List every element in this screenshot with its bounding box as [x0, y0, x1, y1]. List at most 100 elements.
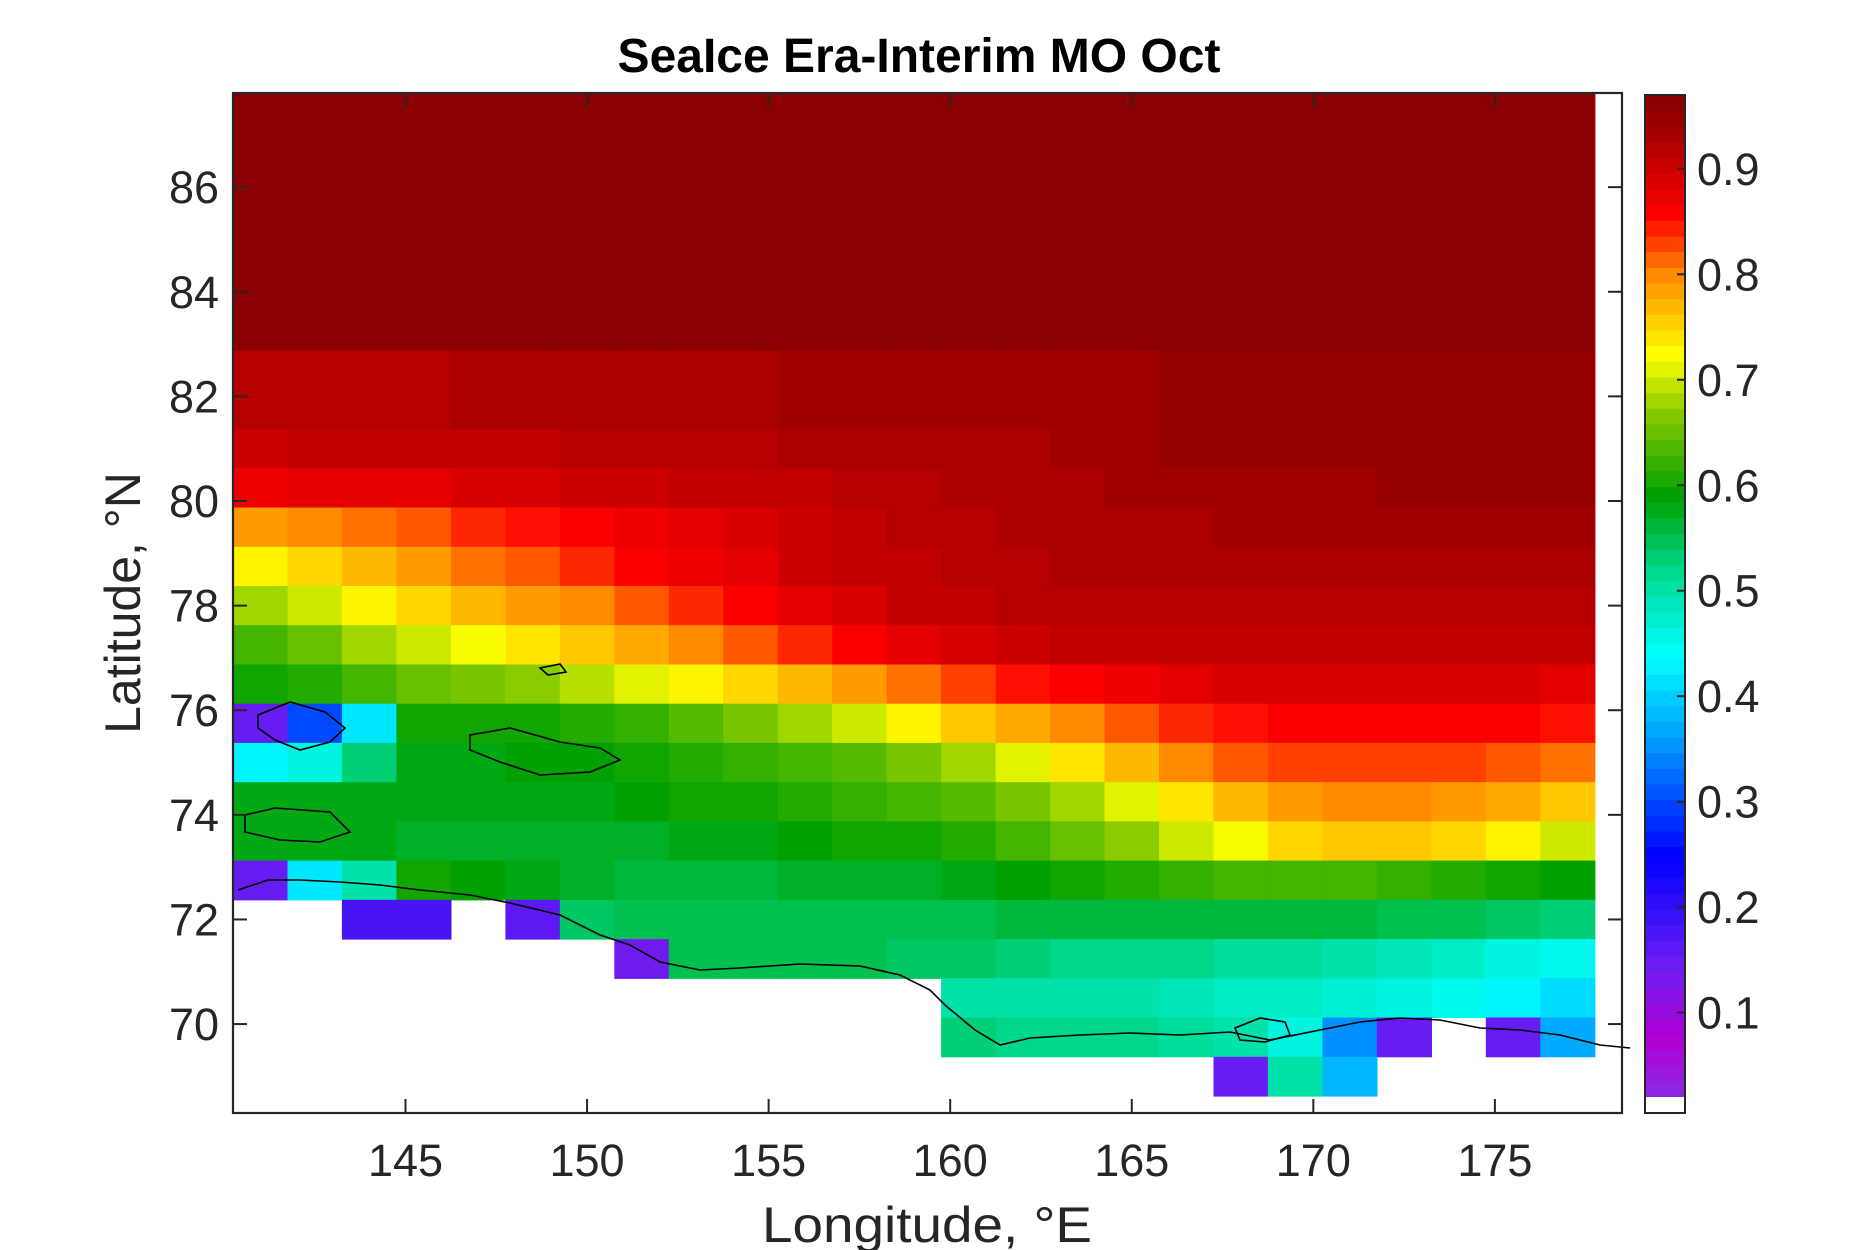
heatmap-cell [1376, 703, 1432, 744]
coastline-path [237, 879, 1631, 1049]
heatmap-cell [1431, 860, 1487, 901]
heatmap-cell [614, 154, 670, 195]
heatmap-cell [287, 546, 343, 587]
heatmap-cell [832, 860, 888, 901]
heatmap-cell [396, 507, 452, 548]
heatmap-cell [341, 93, 397, 116]
heatmap-cell [559, 742, 615, 783]
heatmap-cell [1322, 232, 1378, 273]
island-new-siberian-1 [257, 701, 347, 751]
heatmap-cell [886, 546, 942, 587]
heatmap-cell [341, 821, 397, 862]
colorbar-tick-label: 0.9 [1697, 144, 1760, 195]
heatmap-cell [1159, 311, 1215, 352]
colorbar-tick-label: 0.2 [1697, 882, 1760, 933]
heatmap-cell [1540, 625, 1596, 665]
heatmap-cell [1104, 1017, 1160, 1058]
heatmap-cell [886, 860, 942, 901]
heatmap-cell [1159, 782, 1215, 822]
heatmap-cell [1267, 625, 1323, 665]
heatmap-cell [614, 193, 670, 234]
heatmap-cell [1050, 468, 1106, 509]
heatmap-cell [1159, 468, 1215, 509]
heatmap-cell [287, 350, 343, 391]
heatmap-cell [1540, 389, 1596, 430]
colorbar-tick-label: 0.5 [1697, 566, 1760, 617]
heatmap-cell [505, 899, 561, 940]
heatmap-cell [1322, 468, 1378, 509]
heatmap-cell [1540, 468, 1596, 509]
heatmap-cell [1485, 782, 1541, 822]
heatmap-cell [1213, 742, 1269, 783]
colorbar-frame [1644, 94, 1686, 1114]
heatmap-cell [1267, 115, 1323, 155]
x-tick-label: 160 [913, 1135, 988, 1186]
y-tick-label: 80 [169, 476, 219, 527]
heatmap-cell [505, 664, 561, 705]
colorbar-swatch [1645, 643, 1685, 660]
heatmap-cell [1540, 586, 1596, 626]
heatmap-cell [559, 468, 615, 509]
heatmap-cell [396, 546, 452, 587]
colorbar-swatch [1645, 877, 1685, 895]
heatmap-cell [1267, 311, 1323, 352]
heatmap-cell [1322, 978, 1378, 1019]
colorbar-swatch [1645, 1034, 1685, 1051]
heatmap-cell [450, 193, 506, 234]
heatmap-cell [614, 311, 670, 352]
heatmap-cell [287, 193, 343, 234]
heatmap-cell [668, 429, 724, 469]
colorbar-swatch [1645, 188, 1685, 206]
heatmap-cell [1267, 586, 1323, 626]
heatmap-cell [1050, 350, 1106, 391]
heatmap-cell [723, 860, 779, 901]
heatmap-cell [505, 154, 561, 195]
heatmap-cell [341, 782, 397, 822]
x-tick-label: 165 [1094, 1135, 1169, 1186]
heatmap-cell [1431, 664, 1487, 705]
y-tick-label: 72 [169, 894, 219, 945]
heatmap-cell [1104, 939, 1160, 979]
heatmap-cell [1322, 272, 1378, 312]
heatmap-cell [559, 703, 615, 744]
island-wrangel [1233, 1017, 1292, 1043]
heatmap-cell [341, 507, 397, 548]
heatmap-cell [614, 899, 670, 940]
colorbar-swatch [1645, 173, 1685, 190]
heatmap-cell [777, 899, 833, 940]
heatmap-cell [777, 703, 833, 744]
heatmap-cell [1050, 939, 1106, 979]
heatmap-cell [287, 703, 343, 744]
heatmap-cell [1376, 860, 1432, 901]
heatmap-cell [233, 115, 289, 155]
heatmap-cell [777, 115, 833, 155]
heatmap-cell [941, 860, 997, 901]
heatmap-cell [1376, 821, 1432, 862]
y-tick-label: 70 [169, 999, 219, 1050]
heatmap-cell [505, 703, 561, 744]
heatmap-cell [1213, 272, 1269, 312]
heatmap-cell [1267, 664, 1323, 705]
y-tick-label: 86 [169, 162, 219, 213]
heatmap-cell [1159, 939, 1215, 979]
heatmap-cell [832, 821, 888, 862]
heatmap-cell [1213, 664, 1269, 705]
colorbar-swatch [1645, 345, 1685, 362]
heatmap-cell [995, 93, 1051, 116]
heatmap-cell [941, 154, 997, 195]
y-tick-label: 74 [169, 790, 219, 841]
heatmap-cell [941, 232, 997, 273]
heatmap-cell [505, 625, 561, 665]
colorbar-swatch [1645, 1065, 1685, 1082]
heatmap-cell [505, 546, 561, 587]
heatmap-cell [1540, 193, 1596, 234]
heatmap-cell [777, 507, 833, 548]
heatmap-cell [396, 468, 452, 509]
colorbar-swatch [1645, 220, 1685, 237]
heatmap-cell [1431, 821, 1487, 862]
heatmap-cell [995, 625, 1051, 665]
colorbar-swatch [1645, 846, 1685, 863]
heatmap-cell [1485, 468, 1541, 509]
plot-frame [231, 91, 1624, 1115]
heatmap-cell [1050, 899, 1106, 940]
